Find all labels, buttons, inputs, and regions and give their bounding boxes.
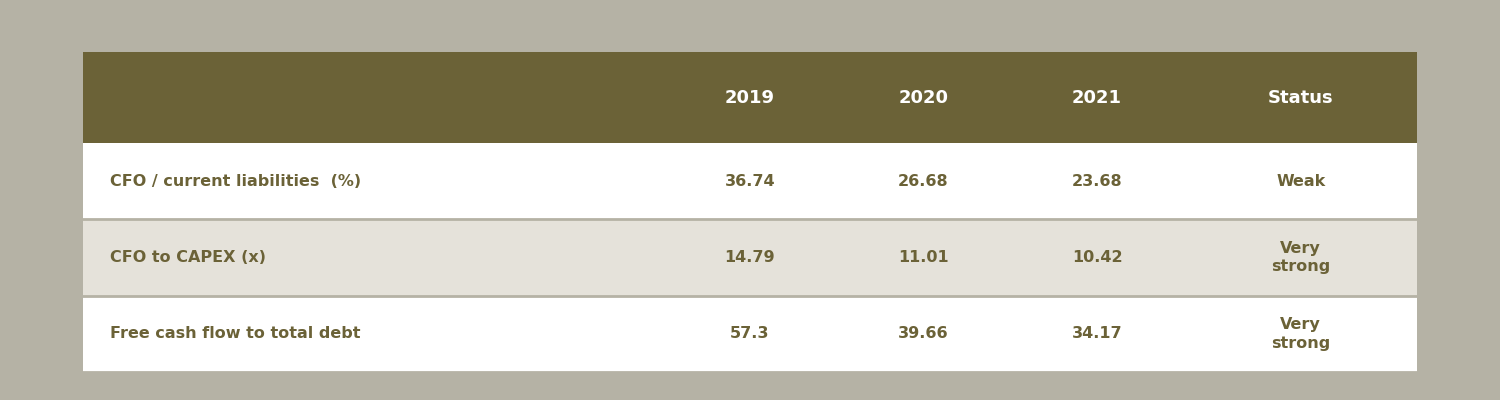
Text: 2020: 2020 — [898, 89, 948, 107]
Text: Very
strong: Very strong — [1270, 241, 1330, 274]
Text: 34.17: 34.17 — [1072, 326, 1122, 341]
Text: 10.42: 10.42 — [1072, 250, 1122, 265]
Bar — [82, 52, 1417, 143]
Text: Free cash flow to total debt: Free cash flow to total debt — [110, 326, 360, 341]
Text: 14.79: 14.79 — [724, 250, 776, 265]
Text: 57.3: 57.3 — [730, 326, 770, 341]
Text: Status: Status — [1268, 89, 1334, 107]
Bar — [82, 296, 1417, 372]
Text: 26.68: 26.68 — [898, 174, 950, 189]
Text: CFO / current liabilities  (%): CFO / current liabilities (%) — [110, 174, 360, 189]
Text: 36.74: 36.74 — [724, 174, 776, 189]
Text: 23.68: 23.68 — [1072, 174, 1122, 189]
Text: 11.01: 11.01 — [898, 250, 950, 265]
Bar — [82, 143, 1417, 220]
Text: Very
strong: Very strong — [1270, 317, 1330, 351]
Text: 2019: 2019 — [724, 89, 776, 107]
Text: 2021: 2021 — [1072, 89, 1122, 107]
Bar — [82, 220, 1417, 296]
Text: 39.66: 39.66 — [898, 326, 950, 341]
Text: Weak: Weak — [1276, 174, 1326, 189]
Text: CFO to CAPEX (x): CFO to CAPEX (x) — [110, 250, 266, 265]
